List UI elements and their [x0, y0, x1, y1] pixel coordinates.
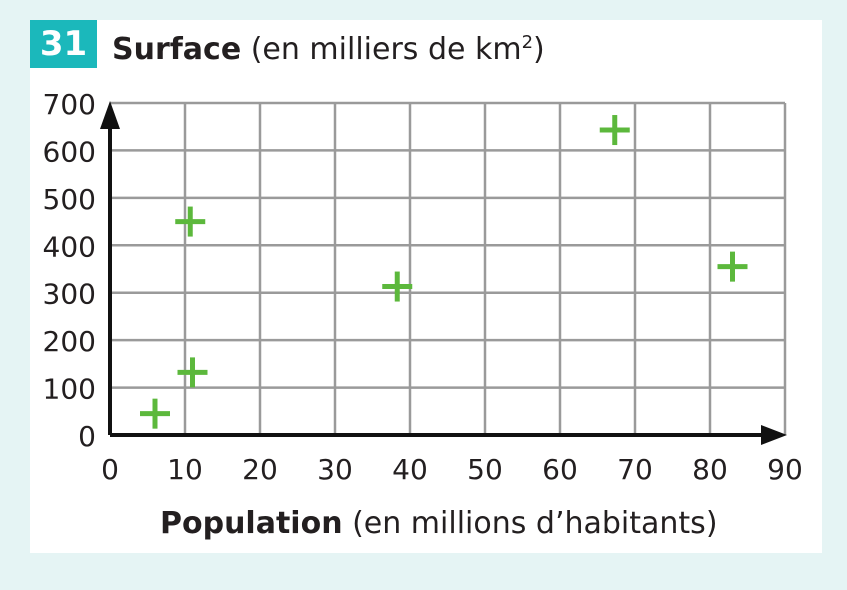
x-tick-label: 80 — [692, 453, 728, 486]
data-point — [175, 206, 206, 237]
x-tick-label: 20 — [242, 453, 278, 486]
x-title-bold: Population — [160, 506, 343, 541]
y-tick-label: 300 — [43, 278, 96, 311]
x-axis-title: Population (en millions d’habitants) — [160, 506, 718, 541]
data-point — [599, 115, 630, 146]
data-point — [717, 251, 748, 282]
data-point — [140, 398, 170, 429]
y-tick-label: 700 — [43, 88, 96, 121]
x-tick-label: 90 — [767, 453, 803, 486]
x-axis-arrow-icon — [761, 425, 787, 445]
x-title-rest: (en millions d’habitants) — [342, 506, 718, 541]
x-tick-label: 40 — [392, 453, 428, 486]
y-tick-label: 500 — [43, 183, 96, 216]
x-tick-label: 70 — [617, 453, 653, 486]
y-tick-label: 400 — [43, 230, 96, 263]
data-point — [382, 271, 413, 302]
x-tick-label: 50 — [467, 453, 503, 486]
x-tick-label: 30 — [317, 453, 353, 486]
y-axis-title: Surface (en milliers de km2) — [112, 32, 545, 67]
y-title-sup: 2 — [521, 32, 534, 53]
chart-panel — [30, 20, 822, 553]
y-title-close: ) — [533, 32, 545, 67]
x-tick-label: 60 — [542, 453, 578, 486]
y-title-bold: Surface — [112, 32, 242, 67]
y-tick-label: 200 — [43, 325, 96, 358]
y-axis-arrow-icon — [100, 101, 120, 129]
y-title-rest: (en milliers de km — [241, 32, 522, 67]
y-tick-label: 0 — [78, 420, 96, 453]
x-tick-label: 0 — [101, 453, 119, 486]
y-tick-label: 600 — [43, 135, 96, 168]
x-tick-label: 10 — [167, 453, 203, 486]
exercise-number-badge: 31 — [30, 20, 97, 68]
y-tick-label: 100 — [43, 373, 96, 406]
data-point — [177, 357, 208, 388]
